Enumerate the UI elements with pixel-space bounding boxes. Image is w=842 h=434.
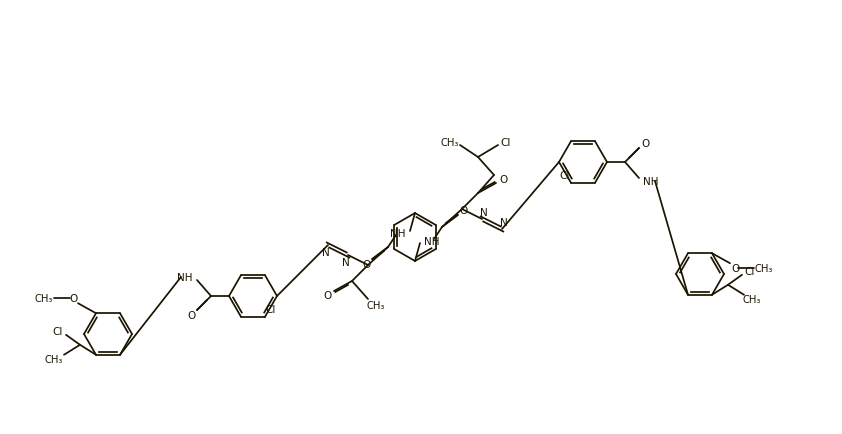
Text: Cl: Cl xyxy=(53,326,63,336)
Text: NH: NH xyxy=(643,177,658,187)
Text: CH₃: CH₃ xyxy=(35,293,53,303)
Text: Cl: Cl xyxy=(501,138,511,148)
Text: NH: NH xyxy=(390,228,406,238)
Text: O: O xyxy=(731,263,739,273)
Text: N: N xyxy=(322,247,330,257)
Text: CH₃: CH₃ xyxy=(45,354,63,364)
Text: CH₃: CH₃ xyxy=(743,294,761,304)
Text: Cl: Cl xyxy=(560,171,570,181)
Text: NH: NH xyxy=(178,273,193,283)
Text: N: N xyxy=(500,217,508,227)
Text: O: O xyxy=(641,139,649,149)
Text: NH: NH xyxy=(424,237,440,247)
Text: O: O xyxy=(187,310,195,320)
Text: O: O xyxy=(362,260,370,270)
Text: O: O xyxy=(460,206,468,216)
Text: Cl: Cl xyxy=(266,304,276,314)
Text: O: O xyxy=(69,293,77,303)
Text: CH₃: CH₃ xyxy=(754,263,773,273)
Text: Cl: Cl xyxy=(745,266,755,276)
Text: O: O xyxy=(322,290,331,300)
Text: N: N xyxy=(480,207,488,217)
Text: CH₃: CH₃ xyxy=(367,300,385,310)
Text: N: N xyxy=(342,257,350,267)
Text: CH₃: CH₃ xyxy=(441,138,459,148)
Text: O: O xyxy=(498,174,507,184)
